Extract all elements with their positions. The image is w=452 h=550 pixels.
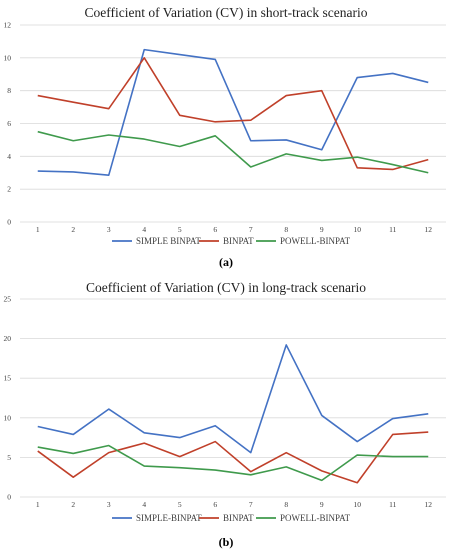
y-tick-label: 0 <box>7 493 11 502</box>
legend: SIMPLE BINPAT BINPAT POWELL-BINPAT <box>112 236 351 246</box>
legend-label: POWELL-BINPAT <box>280 513 351 523</box>
chart-a: Coefficient of Variation (CV) in short-t… <box>4 5 446 269</box>
x-tick-label: 9 <box>320 225 324 234</box>
x-tick-label: 1 <box>36 225 40 234</box>
gridlines <box>20 298 446 498</box>
x-tick-label: 2 <box>71 500 75 509</box>
x-tick-label: 5 <box>178 500 182 509</box>
series-line <box>37 57 429 171</box>
series-line <box>37 431 429 484</box>
chart-b: Coefficient of Variation (CV) in long-tr… <box>4 280 446 549</box>
x-tick-label: 12 <box>425 500 433 509</box>
y-tick-label: 6 <box>7 119 11 128</box>
legend-label: BINPAT <box>223 236 254 246</box>
x-tick-label: 4 <box>142 500 146 509</box>
y-tick-label: 15 <box>4 374 12 383</box>
x-tick-label: 8 <box>284 225 288 234</box>
series-group <box>37 344 429 484</box>
y-tick-label: 0 <box>7 218 11 227</box>
chart-title: Coefficient of Variation (CV) in long-tr… <box>86 280 366 295</box>
x-tick-label: 3 <box>107 225 111 234</box>
x-tick-label: 9 <box>320 500 324 509</box>
y-tick-label: 10 <box>4 413 12 422</box>
panel-label: (a) <box>219 255 233 269</box>
x-tick-label: 11 <box>389 500 396 509</box>
x-tick-label: 11 <box>389 225 396 234</box>
x-tick-label: 1 <box>36 500 40 509</box>
y-tick-label: 10 <box>4 53 12 62</box>
x-tick-label: 12 <box>425 225 433 234</box>
x-tick-label: 7 <box>249 225 253 234</box>
legend-label: SIMPLE-BINPAT <box>136 513 202 523</box>
x-tick-label: 7 <box>249 500 253 509</box>
y-tick-label: 5 <box>7 453 11 462</box>
x-tick-label: 6 <box>213 225 217 234</box>
x-tick-label: 5 <box>178 225 182 234</box>
series-line <box>37 48 429 177</box>
series-group <box>37 48 429 177</box>
panel-label: (b) <box>219 535 234 549</box>
legend: SIMPLE-BINPAT BINPAT POWELL-BINPAT <box>112 513 351 523</box>
y-tick-label: 12 <box>4 21 12 30</box>
legend-label: BINPAT <box>223 513 254 523</box>
x-tick-label: 2 <box>71 225 75 234</box>
x-tick-label: 8 <box>284 500 288 509</box>
x-tick-label: 4 <box>142 225 146 234</box>
chart-title: Coefficient of Variation (CV) in short-t… <box>85 5 368 20</box>
y-tick-label: 25 <box>4 295 12 304</box>
series-line <box>37 444 429 482</box>
x-tick-label: 3 <box>107 500 111 509</box>
x-tick-label: 10 <box>354 500 362 509</box>
legend-label: POWELL-BINPAT <box>280 236 351 246</box>
series-line <box>37 344 429 454</box>
y-tick-label: 8 <box>7 86 11 95</box>
legend-label: SIMPLE BINPAT <box>136 236 201 246</box>
gridlines <box>20 24 446 223</box>
x-tick-label: 10 <box>354 225 362 234</box>
y-tick-label: 2 <box>7 185 11 194</box>
x-tick-label: 6 <box>213 500 217 509</box>
y-tick-label: 4 <box>7 152 11 161</box>
y-tick-label: 20 <box>4 334 12 343</box>
series-line <box>37 130 429 174</box>
